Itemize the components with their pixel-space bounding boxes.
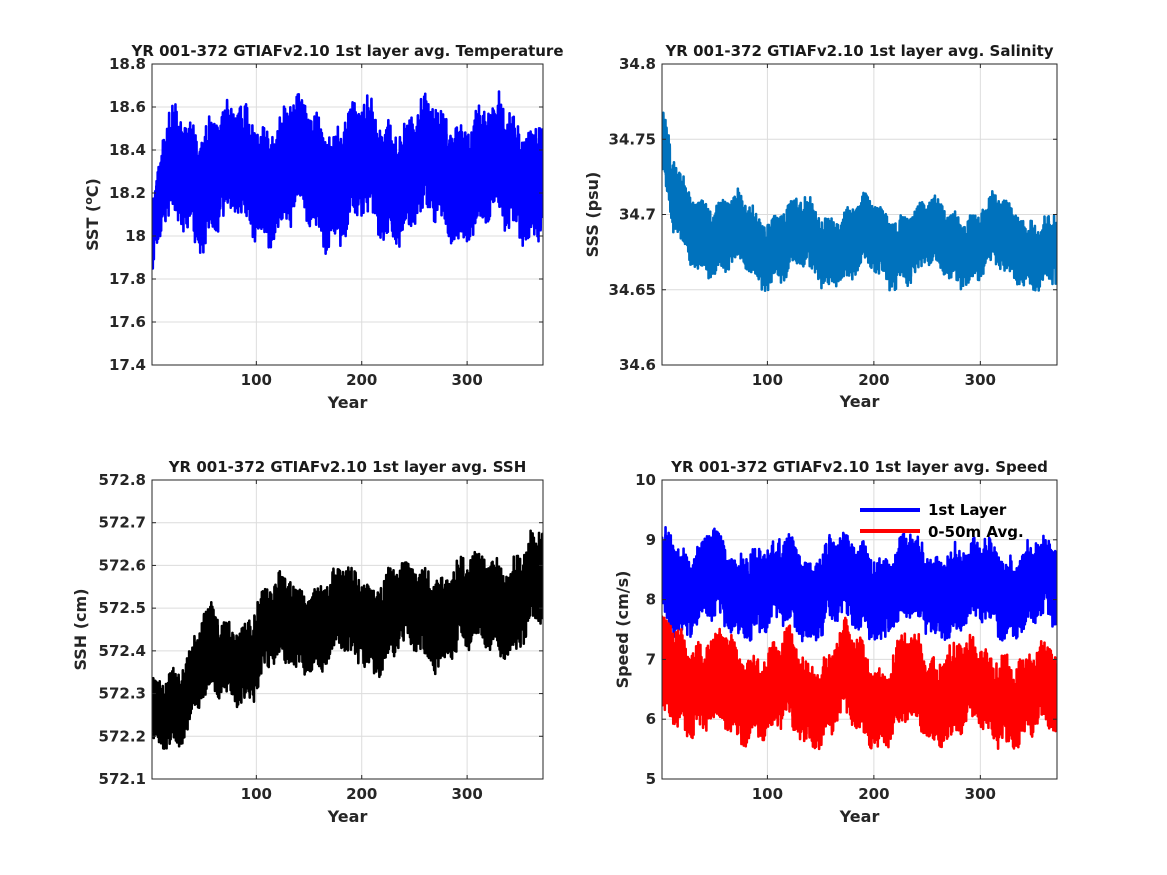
y-tick-label: 17.4 <box>109 356 146 374</box>
x-tick-label: 100 <box>752 785 783 803</box>
y-axis-label: Speed (cm/s) <box>613 571 632 689</box>
y-axis-label-main: SST ( <box>83 205 102 251</box>
y-tick-label: 9 <box>646 531 656 549</box>
panel-temperature: 100 200 30017.417.617.81818.218.418.618.8 … <box>82 42 564 412</box>
axes-box <box>661 479 1058 780</box>
x-tick-label: 100 <box>241 371 272 389</box>
y-tick-label: 572.2 <box>99 727 146 745</box>
series-line-main <box>152 529 543 750</box>
series-group <box>662 526 1057 751</box>
y-tick-label: 572.8 <box>99 471 146 489</box>
y-tick-label: 10 <box>635 471 656 489</box>
y-tick-label: 5 <box>646 770 656 788</box>
x-axis-label: Year <box>327 807 368 826</box>
y-tick-label: 34.75 <box>609 130 656 148</box>
chart-title: YR 001-372 GTIAFv2.10 1st layer avg. Spe… <box>670 458 1048 476</box>
series-group <box>152 90 543 270</box>
x-tick-label: 300 <box>451 371 482 389</box>
panel-salinity: 100 200 300 34.6 34.65 34.7 34.75 34.8 YR 001-3… <box>583 42 1058 411</box>
series-line-main <box>662 111 1057 292</box>
y-axis-label: SST (oC) <box>82 178 102 251</box>
y-tick-label: 572.6 <box>99 556 146 574</box>
y-axis-label-end: C) <box>83 178 102 197</box>
y-axis-label-superscript: o <box>82 197 95 205</box>
y-tick-label: 18.6 <box>109 98 146 116</box>
y-tick-label: 18.2 <box>109 184 146 202</box>
y-axis-label: SSS (psu) <box>583 172 602 258</box>
series-line-1st-layer <box>662 526 1057 643</box>
x-tick-label: 300 <box>965 371 996 389</box>
y-tick-label: 34.65 <box>609 281 656 299</box>
y-axis-label: SSH (cm) <box>71 588 90 670</box>
y-tick-label: 34.6 <box>619 356 656 374</box>
x-tick-label: 200 <box>858 371 889 389</box>
legend-label-1st-layer: 1st Layer <box>928 501 1007 519</box>
y-tick-label: 572.7 <box>99 514 146 532</box>
x-tick-label: 300 <box>451 785 482 803</box>
legend: 1st Layer 0-50m Avg. <box>860 501 1024 541</box>
y-tick-label: 17.6 <box>109 313 146 331</box>
series-group <box>662 111 1057 292</box>
axes-box <box>151 63 544 366</box>
y-tick-label: 572.3 <box>99 685 146 703</box>
x-tick-label: 200 <box>858 785 889 803</box>
legend-label-0-50m-avg: 0-50m Avg. <box>928 523 1024 541</box>
x-axis-label: Year <box>839 392 880 411</box>
ticks: 100 200 300 34.6 34.65 34.7 34.75 34.8 <box>609 55 1057 389</box>
axes-box <box>151 479 544 780</box>
series-group <box>152 529 543 750</box>
chart-title: YR 001-372 GTIAFv2.10 1st layer avg. SSH <box>168 458 527 476</box>
y-tick-label: 572.1 <box>99 770 146 788</box>
chart-title: YR 001-372 GTIAFv2.10 1st layer avg. Tem… <box>130 42 563 60</box>
y-tick-label: 572.5 <box>99 599 146 617</box>
y-tick-label: 8 <box>646 591 656 609</box>
y-tick-label: 18 <box>125 227 146 245</box>
y-tick-label: 34.7 <box>619 206 656 224</box>
x-tick-label: 200 <box>346 785 377 803</box>
panel-speed: 100 200 300 5 6 7 8 9 10 YR 001-372 GTIAFv2.10 1… <box>613 458 1058 826</box>
y-tick-label: 6 <box>646 710 656 728</box>
x-axis-label: Year <box>327 393 368 412</box>
x-tick-label: 100 <box>752 371 783 389</box>
y-tick-label: 18.4 <box>109 141 146 159</box>
x-tick-label: 200 <box>346 371 377 389</box>
x-tick-label: 100 <box>241 785 272 803</box>
series-line-main <box>152 90 543 270</box>
ticks: 100 200 300 17.4 17.6 17.8 18 18.2 18.4 18.6 18.8 <box>109 55 543 389</box>
y-tick-label: 34.8 <box>619 55 656 73</box>
x-tick-label: 300 <box>965 785 996 803</box>
panel-ssh: 100 200 300 572.1 572.2 572.3 572.4 572.5 572.6 5… <box>71 458 544 826</box>
ticks: 100 200 300 572.1 572.2 572.3 572.4 572.5 572.6 5… <box>99 471 543 803</box>
y-tick-label: 17.8 <box>109 270 146 288</box>
y-tick-label: 7 <box>646 650 656 668</box>
ticks: 100 200 300 5 6 7 8 9 10 <box>635 471 1057 803</box>
y-tick-label: 572.4 <box>99 642 146 660</box>
series-line-0-50m-avg- <box>662 615 1057 751</box>
chart-title: YR 001-372 GTIAFv2.10 1st layer avg. Sal… <box>664 42 1053 60</box>
y-tick-label: 18.8 <box>109 55 146 73</box>
x-axis-label: Year <box>839 807 880 826</box>
